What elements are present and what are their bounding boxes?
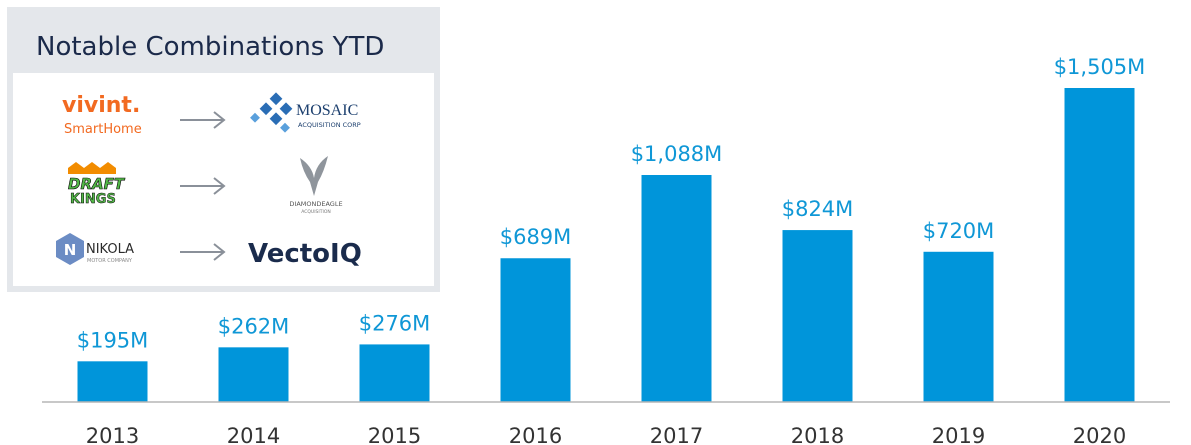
arrows <box>180 111 226 261</box>
x-tick-label: 2019 <box>932 424 985 445</box>
crown-icon <box>68 162 116 174</box>
bar <box>218 347 289 402</box>
x-tick-label: 2016 <box>509 424 562 445</box>
x-tick-label: 2014 <box>227 424 280 445</box>
value-label: $689M <box>500 225 572 249</box>
logo-text: ACQUISITION CORP <box>298 121 361 129</box>
x-tick-label: 2020 <box>1073 424 1126 445</box>
bar <box>782 230 853 402</box>
x-tick-label: 2013 <box>86 424 139 445</box>
value-label: $195M <box>77 328 149 352</box>
x-tick-label: 2017 <box>650 424 703 445</box>
arrow <box>180 177 226 195</box>
logo-text: DRAFT <box>68 175 126 193</box>
bar <box>1064 88 1135 402</box>
logo-text: MOSAIC <box>296 102 358 119</box>
logo-text: vivint. <box>62 93 140 118</box>
bar <box>500 258 571 402</box>
value-label: $720M <box>923 219 995 243</box>
x-tick-label: 2018 <box>791 424 844 445</box>
bars: $195M $262M $276M $689M $1,088M $824M $720M $1,… <box>77 55 1146 402</box>
value-label: $262M <box>218 314 290 338</box>
bar <box>641 175 712 402</box>
value-label: $1,505M <box>1054 55 1146 79</box>
arrow <box>180 111 226 129</box>
nikola-icon-letter: N <box>64 241 77 259</box>
logo-text: SmartHome <box>64 122 142 137</box>
bar <box>923 251 994 402</box>
logo-text: VectoIQ <box>248 239 362 269</box>
combinations-panel: Notable Combinations YTD vivint. SmartHo… <box>7 7 440 292</box>
value-label: $824M <box>782 197 854 221</box>
logo-text: DIAMONDEAGLE <box>289 200 342 208</box>
logo-text: KINGS <box>70 192 116 207</box>
logo-text: ACQUISITION <box>301 209 330 215</box>
eagle-icon <box>300 156 328 196</box>
bar <box>77 361 148 402</box>
x-tick-label: 2015 <box>368 424 421 445</box>
bar <box>359 344 430 402</box>
nikola-icon <box>56 233 84 265</box>
logo-text: NIKOLA <box>86 242 134 257</box>
panel-title: Notable Combinations YTD <box>36 32 384 62</box>
arrow <box>180 243 226 261</box>
value-label: $1,088M <box>631 142 723 166</box>
value-label: $276M <box>359 311 431 335</box>
logo-text: MOTOR COMPANY <box>87 258 133 264</box>
